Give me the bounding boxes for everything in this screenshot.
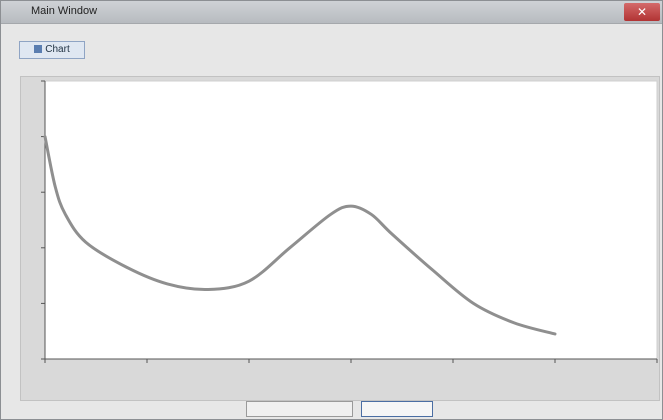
chart-toolbar-button[interactable]: Chart [19, 41, 85, 59]
chart-icon [34, 45, 43, 54]
title-bar: Main Window ✕ [1, 1, 662, 24]
secondary-button[interactable] [246, 401, 353, 417]
line-chart [41, 80, 658, 363]
bottom-button-bar [1, 399, 662, 419]
close-button[interactable]: ✕ [624, 3, 660, 21]
series-group [43, 135, 557, 336]
plot-background [44, 80, 658, 360]
toolbar-button-label: Chart [45, 44, 70, 55]
plot-frame [20, 76, 660, 401]
primary-button[interactable] [361, 401, 433, 417]
window-title: Main Window [31, 5, 98, 17]
series-line-0 [43, 135, 557, 336]
